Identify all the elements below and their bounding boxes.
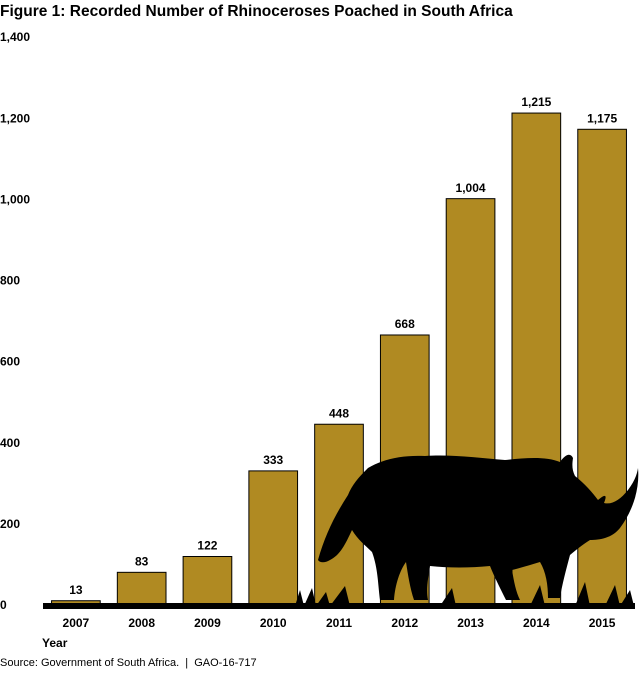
value-label: 1,215 (521, 95, 551, 109)
y-tick-label: 800 (0, 274, 20, 288)
value-label: 448 (329, 406, 349, 420)
y-tick-label: 1,000 (0, 192, 30, 206)
y-tick-label: 0 (0, 598, 7, 612)
value-label: 668 (395, 317, 415, 331)
x-tick-label: 2015 (589, 616, 616, 630)
bar (116, 571, 167, 607)
y-tick-label: 600 (0, 355, 20, 369)
value-label: 1,004 (456, 181, 486, 195)
value-label: 1,175 (587, 111, 617, 125)
value-label: 83 (135, 554, 149, 568)
chart-title: Figure 1: Recorded Number of Rhinocerose… (0, 3, 513, 20)
source-note: Source: Government of South Africa. | GA… (0, 657, 257, 669)
x-tick-label: 2008 (128, 616, 155, 630)
x-tick-label: 2007 (63, 616, 90, 630)
x-axis-baseline (43, 603, 635, 609)
y-tick-label: 1,400 (0, 30, 30, 44)
y-tick-label: 400 (0, 436, 20, 450)
x-tick-label: 2011 (326, 616, 352, 630)
x-tick-label: 2014 (523, 616, 550, 630)
bar (248, 470, 299, 607)
x-tick-label: 2009 (194, 616, 221, 630)
y-tick-label: 1,200 (0, 111, 30, 125)
bar (182, 556, 233, 607)
value-label: 333 (263, 453, 283, 467)
y-tick-label: 200 (0, 517, 20, 531)
x-axis-label: Year (42, 636, 68, 650)
x-tick-label: 2012 (391, 616, 418, 630)
value-label: 13 (69, 583, 83, 597)
value-label: 122 (197, 539, 217, 553)
x-tick-label: 2013 (457, 616, 484, 630)
x-tick-label: 2010 (260, 616, 287, 630)
